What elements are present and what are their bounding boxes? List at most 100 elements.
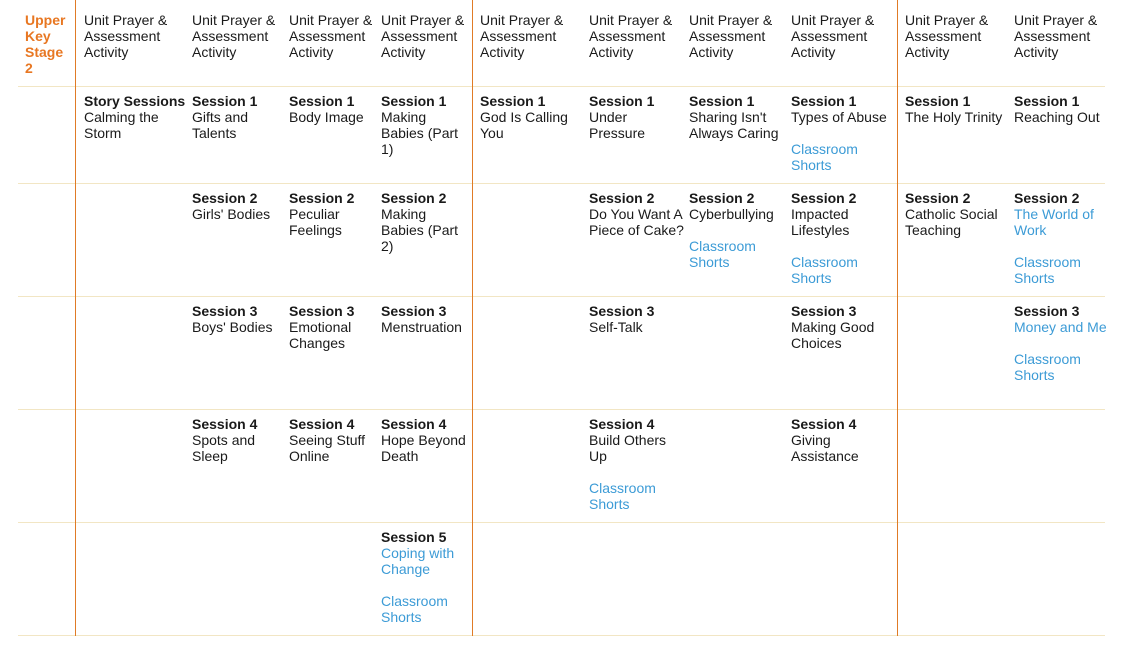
session-title: Story Sessions bbox=[84, 93, 186, 109]
session-cell: Session 2 Girls' Bodies bbox=[192, 190, 286, 222]
session-cell: Session 1 Under Pressure bbox=[589, 93, 685, 141]
session-name: Making Babies (Part 1) bbox=[381, 109, 459, 157]
session-title: Session 3 bbox=[381, 303, 447, 319]
session-name: Cyberbullying bbox=[689, 206, 774, 222]
session-title: Session 1 bbox=[905, 93, 971, 109]
session-name: Boys' Bodies bbox=[192, 319, 273, 335]
session-title: Session 1 bbox=[791, 93, 857, 109]
spacer bbox=[381, 577, 471, 593]
stage-label-word: 2 bbox=[25, 60, 33, 76]
session-title: Session 1 bbox=[1014, 93, 1080, 109]
session-title: Session 1 bbox=[289, 93, 355, 109]
classroom-shorts-link[interactable]: Classroom Shorts bbox=[381, 593, 448, 625]
session-cell: Session 2 Impacted Lifestyles Classroom Sh… bbox=[791, 190, 899, 286]
session-name: Self-Talk bbox=[589, 319, 643, 335]
session-cell: Session 2 The World of Work Classroom Shor… bbox=[1014, 190, 1114, 286]
session-title: Session 2 bbox=[381, 190, 447, 206]
session-title: Session 2 bbox=[589, 190, 655, 206]
session-name: Types of Abuse bbox=[791, 109, 887, 125]
session-name: Making Good Choices bbox=[791, 319, 875, 351]
spacer bbox=[689, 222, 789, 238]
spacer bbox=[1014, 238, 1114, 254]
session-cell: Session 1 God Is Calling You bbox=[480, 93, 584, 141]
column-divider bbox=[75, 0, 76, 636]
session-cell: Session 4 Spots and Sleep bbox=[192, 416, 286, 464]
spacer bbox=[791, 125, 899, 141]
classroom-shorts-link[interactable]: Classroom Shorts bbox=[1014, 351, 1081, 383]
classroom-shorts-link[interactable]: Classroom Shorts bbox=[791, 254, 858, 286]
column-header: Unit Prayer & Assessment Activity bbox=[289, 12, 373, 60]
session-cell: Session 3 Emotional Changes bbox=[289, 303, 379, 351]
session-title: Session 2 bbox=[791, 190, 857, 206]
session-title: Session 2 bbox=[905, 190, 971, 206]
stage-label-word: Upper bbox=[25, 12, 66, 28]
column-header: Unit Prayer & Assessment Activity bbox=[791, 12, 875, 60]
session-name: Hope Beyond Death bbox=[381, 432, 466, 464]
session-title: Session 2 bbox=[289, 190, 355, 206]
session-cell: Session 3 Boys' Bodies bbox=[192, 303, 286, 335]
column-header: Unit Prayer & Assessment Activity bbox=[905, 12, 989, 60]
session-title: Session 1 bbox=[192, 93, 258, 109]
session-cell: Session 3 Menstruation bbox=[381, 303, 471, 335]
session-name-link[interactable]: Money and Me bbox=[1014, 319, 1107, 335]
session-name: Calming the Storm bbox=[84, 109, 159, 141]
session-cell: Session 3 Money and Me Classroom Shorts bbox=[1014, 303, 1114, 383]
stage-label-word: Stage bbox=[25, 44, 64, 60]
classroom-shorts-link[interactable]: Classroom Shorts bbox=[1014, 254, 1081, 286]
session-name: Spots and Sleep bbox=[192, 432, 256, 464]
session-cell: Session 1 Reaching Out bbox=[1014, 93, 1114, 125]
column-header: Unit Prayer & Assessment Activity bbox=[381, 12, 465, 60]
session-title: Session 4 bbox=[791, 416, 857, 432]
spacer bbox=[791, 238, 899, 254]
session-cell: Session 4 Hope Beyond Death bbox=[381, 416, 471, 464]
classroom-shorts-link[interactable]: Classroom Shorts bbox=[791, 141, 858, 173]
session-name-link[interactable]: The World of Work bbox=[1014, 206, 1094, 238]
session-cell: Session 4 Build Others Up Classroom Shorts bbox=[589, 416, 685, 512]
session-title: Session 4 bbox=[289, 416, 355, 432]
classroom-shorts-link[interactable]: Classroom Shorts bbox=[689, 238, 756, 270]
session-title: Session 4 bbox=[589, 416, 655, 432]
session-name: Under Pressure bbox=[589, 109, 646, 141]
spacer bbox=[1014, 335, 1114, 351]
session-cell: Session 2 Catholic Social Teaching bbox=[905, 190, 1009, 238]
session-title: Session 4 bbox=[381, 416, 447, 432]
session-cell: Session 1 Sharing Isn't Always Caring bbox=[689, 93, 789, 141]
session-name-link[interactable]: Coping with Change bbox=[381, 545, 455, 577]
session-title: Session 1 bbox=[689, 93, 755, 109]
session-cell: Session 4 Seeing Stuff Online bbox=[289, 416, 379, 464]
session-name: Sharing Isn't Always Caring bbox=[689, 109, 779, 141]
session-name: Making Babies (Part 2) bbox=[381, 206, 459, 254]
session-cell: Session 2 Making Babies (Part 2) bbox=[381, 190, 471, 254]
column-divider bbox=[472, 0, 473, 636]
session-title: Session 5 bbox=[381, 529, 447, 545]
session-cell: Session 1 Types of Abuse Classroom Shorts bbox=[791, 93, 899, 173]
session-name: Impacted Lifestyles bbox=[791, 206, 850, 238]
stage-label-word: Key bbox=[25, 28, 51, 44]
session-name: Do You Want A Piece of Cake? bbox=[589, 206, 684, 238]
session-title: Session 3 bbox=[289, 303, 355, 319]
session-cell: Session 1 Making Babies (Part 1) bbox=[381, 93, 471, 157]
classroom-shorts-link[interactable]: Classroom Shorts bbox=[589, 480, 656, 512]
session-cell: Session 4 Giving Assistance bbox=[791, 416, 899, 464]
column-divider bbox=[897, 0, 898, 636]
row-divider bbox=[18, 86, 1105, 87]
session-name: Catholic Social Teaching bbox=[905, 206, 998, 238]
session-name: Emotional Changes bbox=[289, 319, 352, 351]
session-cell: Session 2 Do You Want A Piece of Cake? bbox=[589, 190, 685, 238]
column-header: Unit Prayer & Assessment Activity bbox=[84, 12, 168, 60]
session-title: Session 1 bbox=[589, 93, 655, 109]
session-name: Menstruation bbox=[381, 319, 462, 335]
session-name: Build Others Up bbox=[589, 432, 667, 464]
row-divider bbox=[18, 409, 1105, 410]
session-title: Session 2 bbox=[192, 190, 258, 206]
stage-label: Upper Key Stage 2 bbox=[25, 12, 73, 76]
column-header: Unit Prayer & Assessment Activity bbox=[589, 12, 673, 60]
session-name: Seeing Stuff Online bbox=[289, 432, 366, 464]
row-divider bbox=[18, 183, 1105, 184]
row-divider bbox=[18, 522, 1105, 523]
session-name: Gifts and Talents bbox=[192, 109, 249, 141]
column-header: Unit Prayer & Assessment Activity bbox=[480, 12, 564, 60]
session-title: Session 2 bbox=[1014, 190, 1080, 206]
session-cell: Session 3 Making Good Choices bbox=[791, 303, 899, 351]
